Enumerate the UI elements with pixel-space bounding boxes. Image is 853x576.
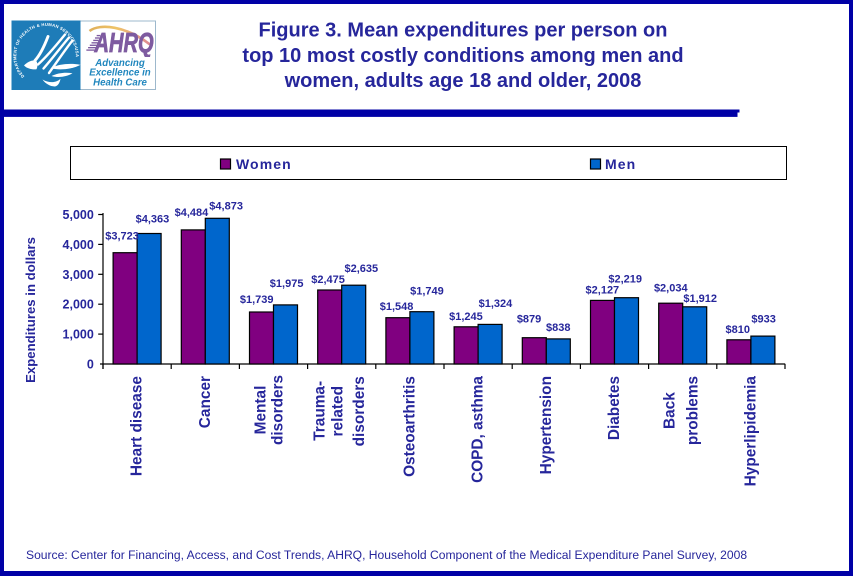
svg-text:problems: problems (685, 376, 702, 445)
svg-text:$3,723: $3,723 (105, 231, 139, 243)
svg-text:$810: $810 (726, 324, 750, 336)
svg-text:$2,034: $2,034 (654, 283, 689, 295)
svg-text:$1,975: $1,975 (270, 278, 304, 290)
svg-text:$1,548: $1,548 (380, 301, 414, 313)
svg-text:$4,484: $4,484 (175, 207, 210, 219)
svg-text:Back: Back (661, 392, 678, 429)
svg-text:Cancer: Cancer (197, 376, 214, 428)
svg-text:Mental: Mental (253, 386, 270, 435)
svg-text:Figure 3. Mean expenditures pe: Figure 3. Mean expenditures per person o… (259, 20, 668, 42)
svg-text:Hypertension: Hypertension (538, 376, 555, 474)
svg-text:$1,245: $1,245 (449, 311, 483, 323)
svg-text:women, adults age 18 and older: women, adults age 18 and older, 2008 (284, 70, 642, 92)
svg-text:Source: Center for Financing,: Source: Center for Financing, Access, an… (26, 548, 747, 562)
svg-text:1,000: 1,000 (63, 328, 94, 342)
svg-text:$879: $879 (517, 314, 541, 326)
svg-text:3,000: 3,000 (63, 268, 94, 282)
svg-text:4,000: 4,000 (63, 238, 94, 252)
svg-text:related: related (329, 386, 346, 436)
svg-text:Health Care: Health Care (93, 77, 147, 88)
svg-text:disorders: disorders (269, 375, 286, 445)
svg-text:$4,363: $4,363 (136, 213, 170, 225)
svg-text:$1,324: $1,324 (479, 298, 514, 310)
svg-text:0: 0 (87, 358, 94, 372)
svg-text:$1,739: $1,739 (240, 294, 274, 306)
svg-text:$838: $838 (546, 322, 570, 334)
svg-text:Hyperlipidemia: Hyperlipidemia (742, 376, 759, 487)
svg-text:$2,127: $2,127 (586, 284, 620, 296)
svg-text:disorders: disorders (351, 376, 368, 446)
svg-text:$2,635: $2,635 (345, 263, 379, 275)
svg-text:$1,912: $1,912 (683, 293, 717, 305)
svg-text:Osteoarthritis: Osteoarthritis (401, 376, 418, 477)
svg-text:Trauma-: Trauma- (311, 381, 328, 441)
svg-text:$1,749: $1,749 (410, 286, 444, 298)
svg-text:Diabetes: Diabetes (606, 376, 623, 440)
svg-text:5,000: 5,000 (63, 208, 94, 222)
svg-text:Men: Men (605, 156, 636, 172)
svg-text:COPD, asthma: COPD, asthma (470, 376, 487, 483)
svg-text:Advancing: Advancing (94, 58, 145, 69)
svg-text:$2,475: $2,475 (311, 274, 345, 286)
svg-text:Heart disease: Heart disease (129, 376, 146, 477)
svg-text:2,000: 2,000 (63, 298, 94, 312)
svg-text:$4,873: $4,873 (209, 201, 243, 213)
svg-text:$2,219: $2,219 (608, 274, 642, 286)
svg-text:Expenditures in dollars: Expenditures in dollars (23, 237, 38, 383)
svg-text:$933: $933 (751, 313, 775, 325)
svg-text:Excellence in: Excellence in (89, 68, 150, 79)
svg-text:top 10 most costly conditions: top 10 most costly conditions among men … (242, 45, 683, 67)
svg-text:AHRQ: AHRQ (94, 28, 154, 59)
svg-text:Women: Women (236, 156, 292, 172)
